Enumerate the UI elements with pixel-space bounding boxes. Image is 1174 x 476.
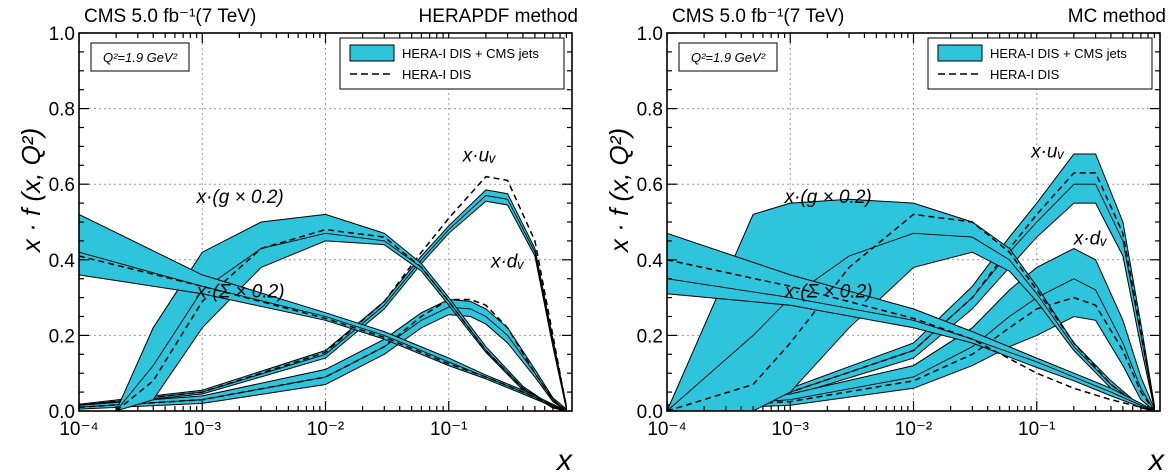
y-axis-title-left: x · f (x, Q²) — [16, 128, 46, 254]
q2-box-frame — [90, 42, 190, 72]
legend-right: HERA-I DIS + CMS jets HERA-I DIS — [927, 37, 1153, 90]
central-curve — [78, 195, 567, 408]
axis-ticks — [666, 32, 1160, 412]
legend-label-dis: HERA-I DIS — [990, 67, 1060, 82]
y-tick-label: 0.4 — [637, 251, 664, 272]
x-tick-label: 10⁻¹ — [430, 419, 468, 440]
q2-box-right: Q²=1.9 GeV² — [678, 42, 778, 72]
x-axis-title-left: x — [555, 444, 573, 476]
x-tick-label: 10⁻² — [307, 419, 345, 440]
x-tick-label: 10⁻⁴ — [647, 419, 686, 440]
series-annotation: x·dᵥ — [1073, 229, 1107, 250]
panel-right-header: CMS 5.0 fb⁻¹(7 TeV) — [672, 6, 844, 27]
q2-box-label: Q²=1.9 GeV² — [103, 50, 178, 65]
tick-labels: 10⁻⁴ 10⁻³ 10⁻² 10⁻¹ 0.0 0.2 0.4 0.6 0.8 1.0 — [637, 24, 1056, 440]
legend-label-jets: HERA-I DIS + CMS jets — [990, 46, 1127, 61]
axis-ticks — [78, 32, 572, 412]
legend-label-dis: HERA-I DIS — [402, 67, 472, 82]
legend-label-jets: HERA-I DIS + CMS jets — [402, 46, 539, 61]
y-tick-label: 1.0 — [49, 24, 75, 45]
x-axis-title-right: x — [1147, 444, 1165, 476]
series-annotation: x·uᵥ — [1030, 142, 1064, 163]
reference-dis-curve — [115, 228, 567, 412]
panel-right-title: MC method — [1068, 6, 1166, 27]
reference-dis-curve — [666, 296, 1156, 412]
x-tick-label: 10⁻³ — [772, 419, 810, 440]
series-annotation: x·(Σ × 0.2) — [196, 282, 285, 303]
y-tick-label: 0.8 — [637, 100, 663, 121]
y-axis-title-right: x · f (x, Q²) — [604, 128, 634, 254]
legend-left: HERA-I DIS + CMS jets HERA-I DIS — [339, 37, 565, 90]
reference-dis-curve — [666, 172, 1156, 408]
y-tick-label: 0.8 — [49, 100, 75, 121]
series-annotation: x·uᵥ — [462, 146, 496, 167]
y-tick-label: 0.6 — [49, 175, 75, 196]
reference-dis-curve — [78, 175, 568, 408]
x-tick-label: 10⁻³ — [184, 419, 222, 440]
panel-left-header: CMS 5.0 fb⁻¹(7 TeV) — [84, 6, 256, 27]
series-annotation: x·(g × 0.2) — [196, 187, 284, 208]
q2-box-label: Q²=1.9 GeV² — [691, 50, 766, 65]
panel-herapdf: CMS 5.0 fb⁻¹(7 TeV) HERAPDF method x · f… — [16, 6, 578, 440]
central-curve — [78, 251, 567, 412]
x-tick-label: 10⁻² — [895, 419, 933, 440]
x-tick-label: 10⁻¹ — [1018, 419, 1056, 440]
legend-band-swatch — [349, 44, 395, 62]
panel-left-title: HERAPDF method — [419, 6, 578, 27]
series-annotation: x·(Σ × 0.2) — [784, 282, 873, 303]
y-tick-label: 1.0 — [637, 24, 663, 45]
y-tick-label: 0.2 — [637, 326, 663, 347]
y-tick-label: 0.0 — [637, 402, 663, 423]
reference-dis-curve — [666, 213, 1155, 412]
tick-labels: 10⁻⁴ 10⁻³ 10⁻² 10⁻¹ 0.0 0.2 0.4 0.6 0.8 1.0 — [49, 24, 468, 440]
x-tick-label: 10⁻⁴ — [59, 419, 98, 440]
reference-dis-curve — [78, 298, 567, 412]
y-tick-label: 0.4 — [49, 251, 76, 272]
y-tick-label: 0.0 — [49, 402, 75, 423]
y-tick-label: 0.2 — [49, 326, 75, 347]
series-annotation: x·(g × 0.2) — [784, 187, 872, 208]
y-tick-label: 0.6 — [637, 175, 663, 196]
plot-area-left: x·uᵥx·dᵥx·(g × 0.2)x·(Σ × 0.2)10⁻⁴ 10⁻³ 10… — [49, 24, 573, 440]
legend-band-swatch — [937, 44, 983, 62]
q2-box-left: Q²=1.9 GeV² — [90, 42, 190, 72]
reference-dis-curve — [78, 255, 567, 412]
q2-box-frame — [678, 42, 778, 72]
plot-area-right: x·uᵥx·dᵥx·(g × 0.2)x·(Σ × 0.2)10⁻⁴ 10⁻³ 10… — [637, 24, 1161, 440]
panel-mc: CMS 5.0 fb⁻¹(7 TeV) MC method x · f (x, … — [604, 6, 1166, 440]
central-curve — [666, 278, 1155, 412]
series-annotation: x·dᵥ — [490, 251, 524, 272]
central-curve — [115, 232, 567, 412]
